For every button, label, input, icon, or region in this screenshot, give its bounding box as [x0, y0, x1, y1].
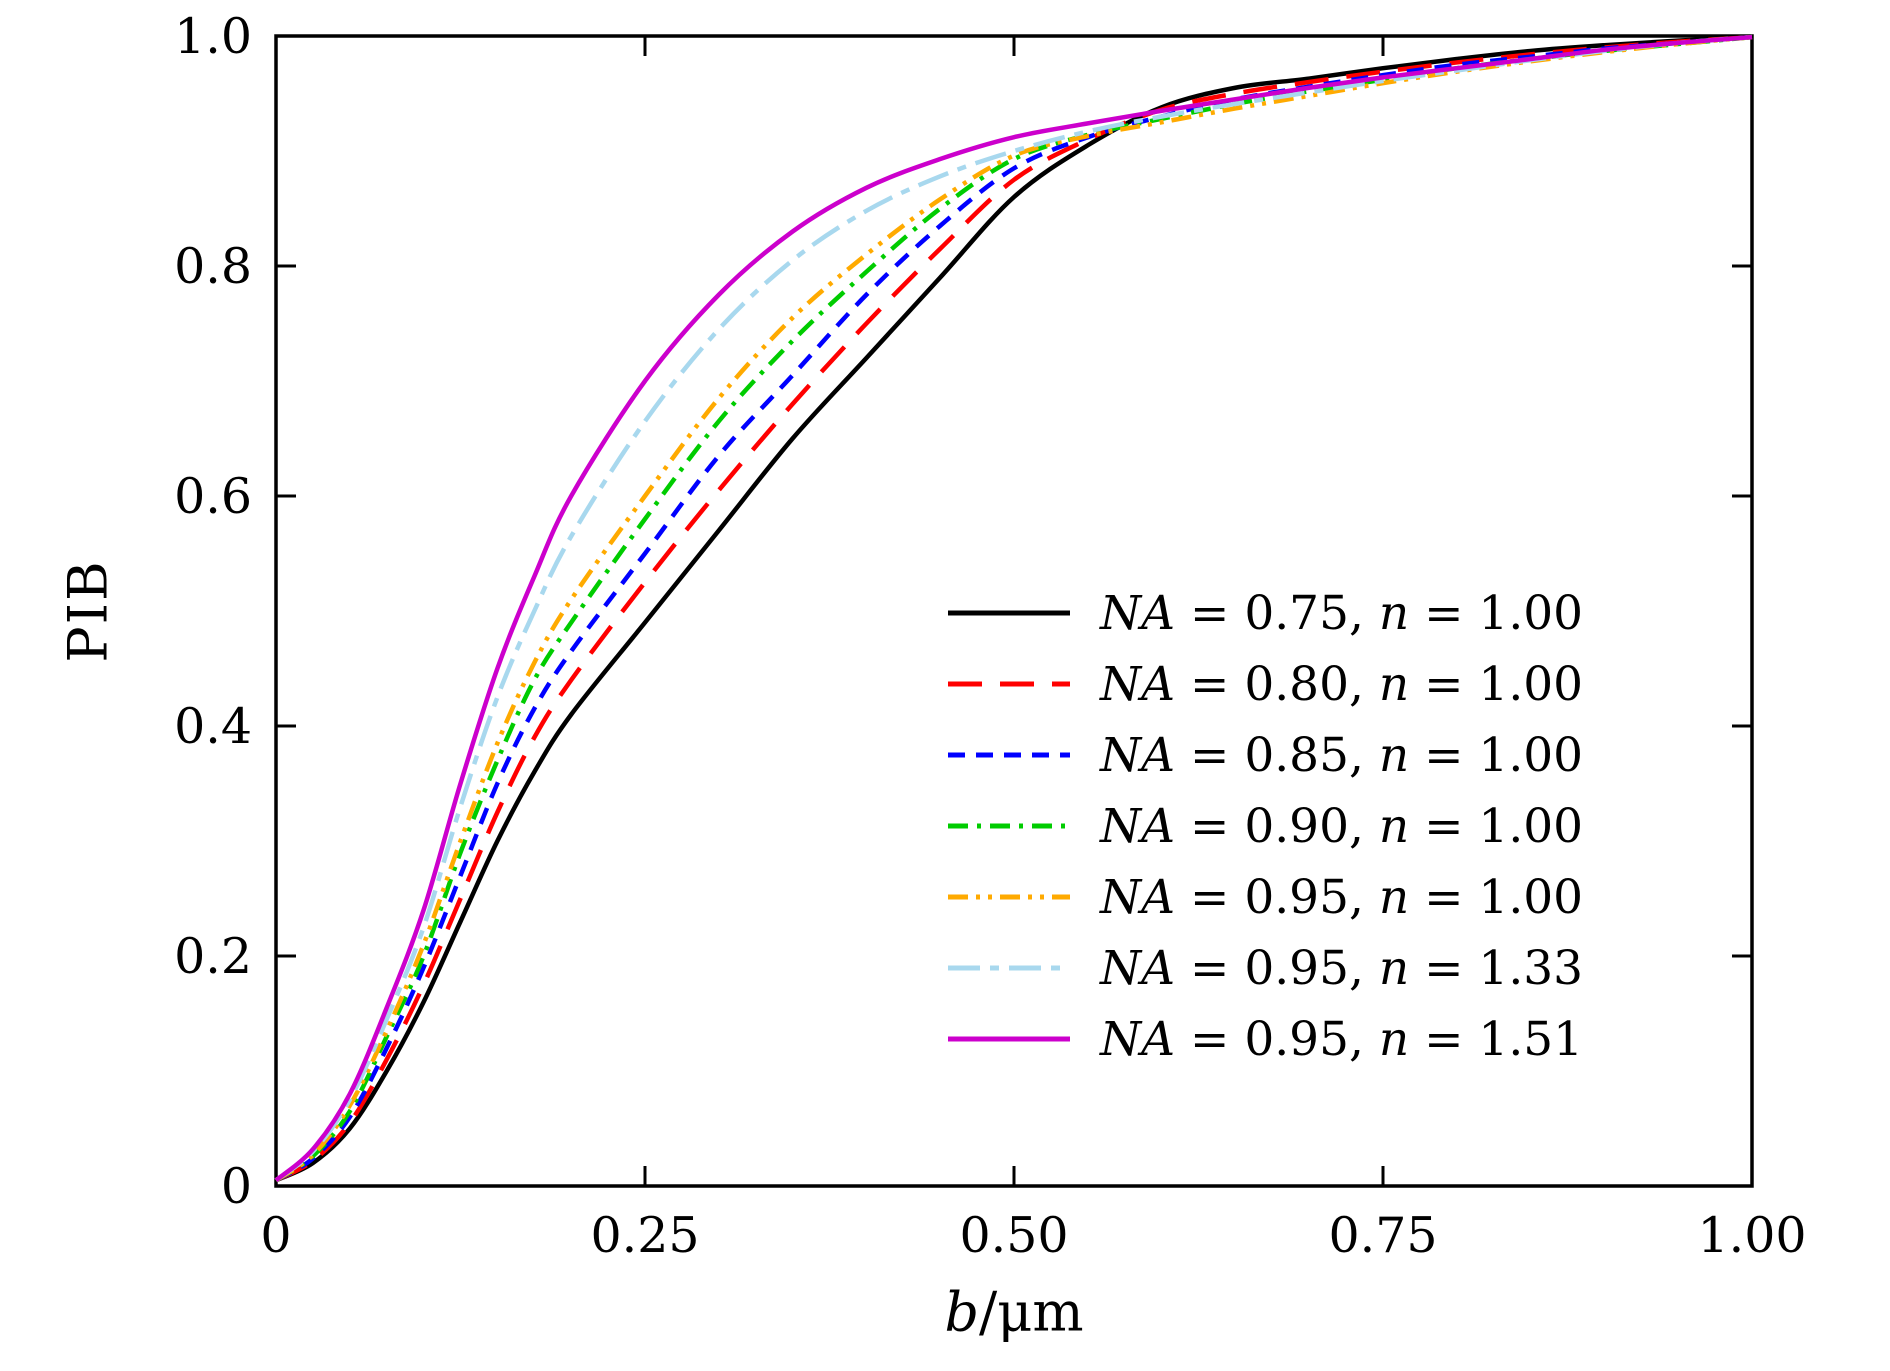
y-tick-label: 0.6	[174, 468, 252, 525]
x-tick-label: 1.00	[1697, 1207, 1806, 1264]
legend-line-sample	[948, 752, 1070, 758]
x-axis-label-variable: b	[944, 1280, 980, 1344]
x-tick-label: 0.50	[959, 1207, 1068, 1264]
legend-item: NA = 0.95, n = 1.33	[948, 939, 1583, 997]
x-axis-label: b/μm	[944, 1281, 1083, 1344]
legend-line-sample	[948, 894, 1070, 900]
x-tick-label: 0.75	[1328, 1207, 1437, 1264]
legend-line-sample	[948, 1036, 1070, 1042]
x-tick-label: 0.25	[590, 1207, 699, 1264]
series-line-5	[274, 34, 1753, 1183]
legend-line-sample	[948, 823, 1070, 829]
legend-item: NA = 0.90, n = 1.00	[948, 797, 1583, 855]
x-tick-label: 0	[260, 1207, 291, 1264]
legend-item: NA = 0.95, n = 1.00	[948, 868, 1583, 926]
legend-label: NA = 0.95, n = 1.00	[1100, 869, 1584, 925]
series-line-0	[275, 34, 1753, 1183]
y-tick-label: 0.4	[174, 698, 252, 755]
legend-label: NA = 0.80, n = 1.00	[1100, 656, 1584, 712]
legend-item: NA = 0.85, n = 1.00	[948, 726, 1583, 784]
y-tick-label: 0	[221, 1158, 252, 1215]
legend-label: NA = 0.95, n = 1.33	[1100, 940, 1584, 996]
x-axis-label-unit: /μm	[979, 1280, 1084, 1344]
legend-item: NA = 0.75, n = 1.00	[948, 584, 1583, 642]
legend-line-sample	[948, 681, 1070, 687]
y-axis-label: PIB	[56, 559, 120, 663]
legend-label: NA = 0.85, n = 1.00	[1100, 727, 1584, 783]
series-line-2	[274, 34, 1753, 1183]
legend-line-sample	[948, 965, 1070, 971]
legend: NA = 0.75, n = 1.00 NA = 0.80, n = 1.00 NA…	[948, 584, 1583, 1068]
series-line-1	[274, 34, 1753, 1183]
y-tick-label: 0.2	[174, 928, 252, 985]
y-tick-label: 1.0	[174, 8, 252, 65]
legend-line-sample	[948, 610, 1070, 616]
legend-label: NA = 0.95, n = 1.51	[1100, 1011, 1584, 1067]
legend-item: NA = 0.80, n = 1.00	[948, 655, 1583, 713]
y-tick-label: 0.8	[174, 238, 252, 295]
series-line-6	[274, 34, 1753, 1183]
legend-label: NA = 0.90, n = 1.00	[1100, 798, 1584, 854]
legend-item: NA = 0.95, n = 1.51	[948, 1010, 1583, 1068]
legend-label: NA = 0.75, n = 1.00	[1100, 585, 1584, 641]
